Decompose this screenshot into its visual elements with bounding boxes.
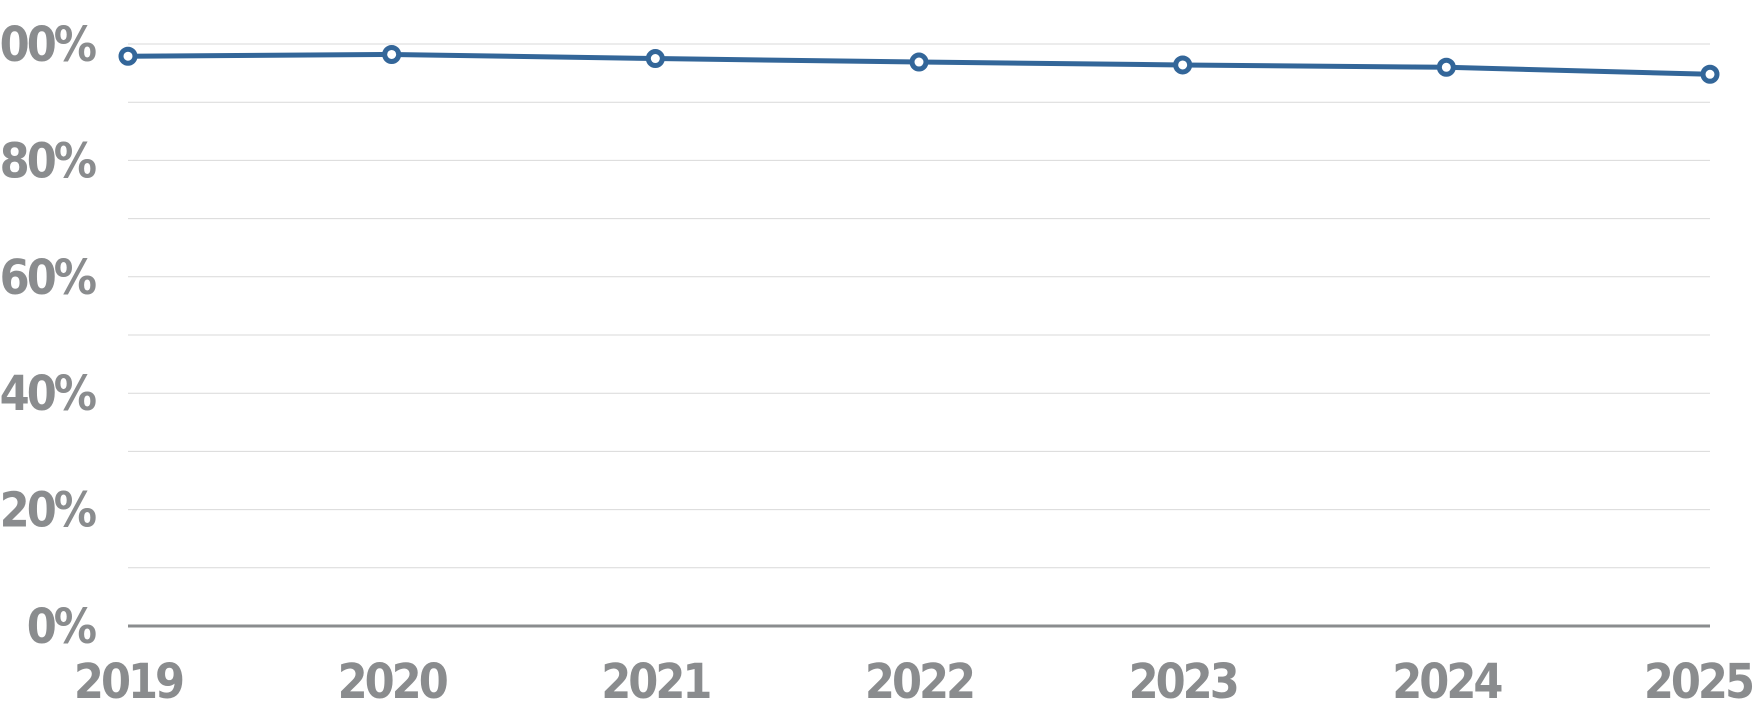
x-tick-label: 2023 [1129, 654, 1237, 708]
x-tick-label: 2021 [601, 654, 710, 708]
x-tick-label: 2024 [1392, 654, 1502, 708]
y-tick-label: 100% [0, 17, 96, 73]
gridlines [128, 43, 1710, 569]
x-tick-label: 2025 [1644, 654, 1753, 708]
data-point-2025 [1700, 64, 1720, 84]
data-point-2019 [118, 46, 138, 66]
y-tick-label: 0% [27, 599, 96, 655]
y-tick-label: 20% [0, 483, 96, 539]
y-tick-label: 80% [0, 133, 96, 189]
x-tick-label: 2020 [338, 654, 447, 708]
data-point-2020 [382, 44, 402, 64]
series-group [118, 44, 1720, 84]
y-axis-tick-labels: 0% 20% 40% 60% 80% 100% [0, 17, 99, 655]
x-tick-label: 2019 [74, 654, 183, 708]
data-point-2024 [1436, 57, 1456, 77]
data-point-2021 [645, 49, 665, 69]
x-axis-tick-labels: 2019 2020 2021 2022 2023 2024 2025 [74, 654, 1756, 708]
x-tick-label: 2022 [865, 654, 973, 708]
data-point-2022 [909, 52, 929, 72]
y-tick-label: 40% [0, 366, 96, 422]
data-point-2023 [1173, 55, 1193, 75]
y-tick-label: 60% [0, 250, 96, 306]
